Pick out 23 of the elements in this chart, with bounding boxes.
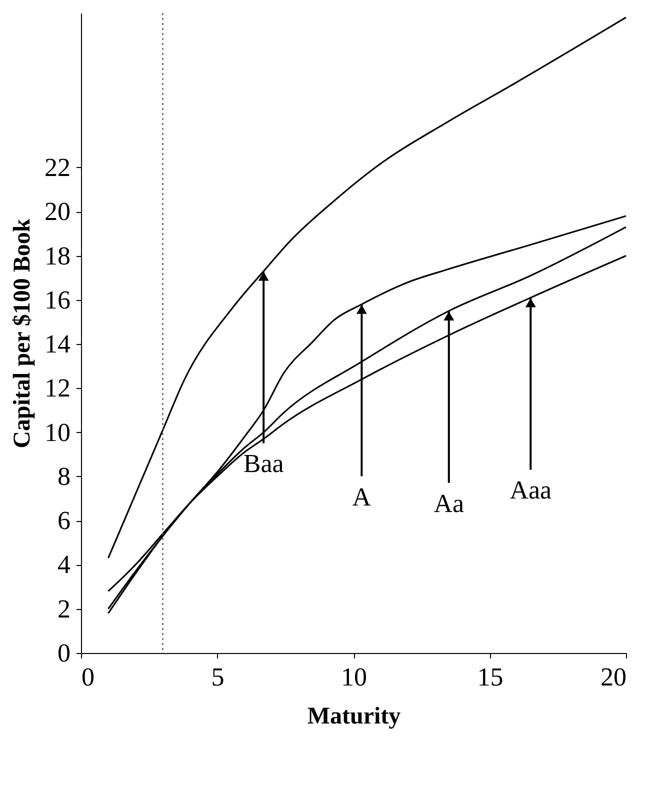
y-tick-label: 14 [44,330,70,359]
y-tick-label: 22 [44,152,70,182]
y-axis-title: Capital per $100 Book [10,218,36,448]
x-tick-label: 20 [600,662,626,692]
annotation: A [352,482,372,512]
annotation: Aaa [510,476,552,505]
y-tick-label: 10 [44,418,70,447]
x-tick-label: 5 [211,662,224,692]
y-tick-label: 12 [44,374,70,403]
y-tick-label: 18 [44,241,70,270]
y-tick-label: 4 [58,550,70,580]
y-tick-label: 2 [58,594,70,624]
x-tick-label: 0 [82,662,94,692]
y-tick-label: 6 [58,506,70,536]
annotation: Baa [243,449,284,478]
y-tick-label: 16 [44,285,70,314]
y-tick-label: 8 [58,462,70,491]
annotation: Aa [434,488,464,518]
y-tick-label: 20 [44,197,70,226]
y-tick-label: 0 [58,638,70,668]
x-tick-label: 10 [341,662,367,692]
x-axis-title: Maturity [307,704,401,730]
x-tick-label: 15 [477,662,504,692]
